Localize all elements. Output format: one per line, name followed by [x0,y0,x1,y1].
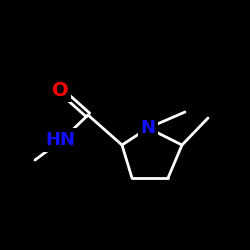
Text: N: N [140,119,156,137]
Text: O: O [52,80,68,100]
Text: HN: HN [45,131,75,149]
